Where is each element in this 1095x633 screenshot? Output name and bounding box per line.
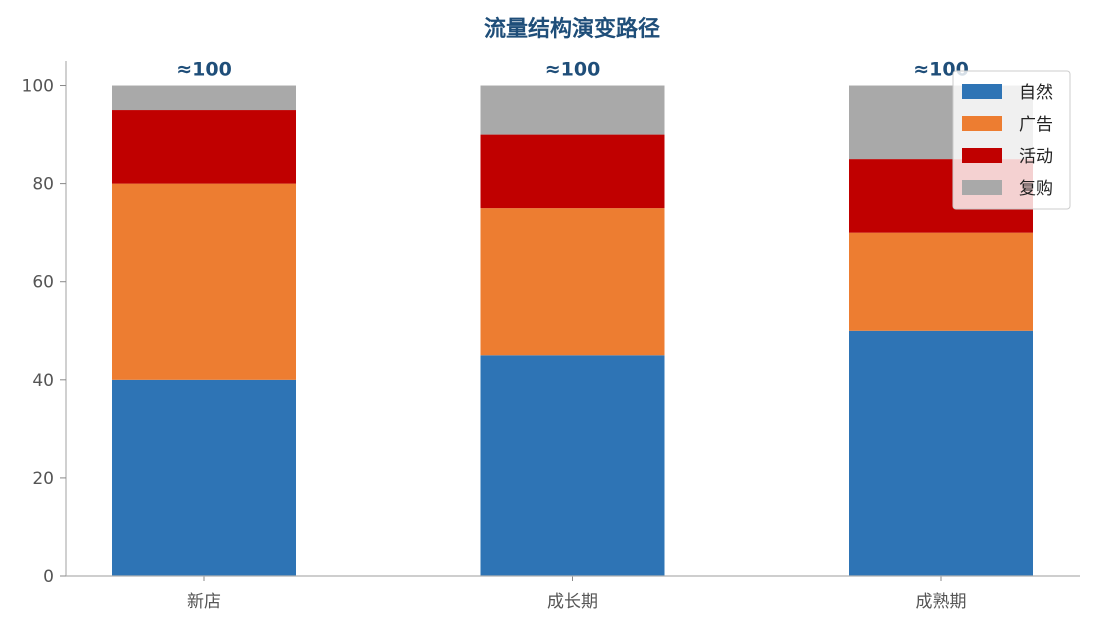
bar-segment-3-category-2 (480, 134, 665, 209)
y-tick-label: 0 (43, 567, 54, 587)
legend-label-2: 广告 (1019, 115, 1053, 135)
legend-label-1: 自然 (1019, 83, 1053, 103)
y-tick-label: 80 (32, 175, 54, 195)
x-tick-label: 成熟期 (916, 591, 967, 612)
bar-segment-1-category-2 (480, 355, 665, 576)
chart-title: 流量结构演变路径 (484, 16, 660, 42)
bar-segment-1-category-3 (849, 330, 1033, 576)
total-labels-layer: ≈100 ≈100 ≈100 (176, 59, 969, 81)
bar-segment-1-category-1 (112, 379, 296, 576)
y-tick-label: 40 (32, 371, 54, 391)
legend-box (952, 70, 1071, 210)
bar-segment-2-category-2 (480, 208, 665, 356)
axes-layer: 新店 成长期 成熟期 0 20 40 60 80 100 (22, 61, 1080, 612)
legend-label-4: 复购 (1019, 179, 1053, 199)
y-tick-label: 60 (32, 273, 54, 293)
y-tick-label: 20 (32, 469, 54, 489)
bar-segment-2-category-1 (112, 183, 296, 380)
total-label-category-2: ≈100 (545, 59, 601, 81)
bars-layer (112, 85, 1033, 576)
bar-segment-2-category-3 (849, 232, 1033, 331)
legend-swatch-4 (962, 180, 1002, 195)
total-label-category-1: ≈100 (176, 59, 232, 81)
legend-label-3: 活动 (1019, 147, 1053, 167)
legend-swatch-1 (962, 84, 1002, 99)
y-tick-label: 100 (22, 77, 54, 97)
x-tick-label: 新店 (187, 592, 221, 612)
bar-segment-4-category-1 (112, 85, 296, 111)
legend-swatch-3 (962, 148, 1002, 163)
x-tick-label: 成长期 (547, 592, 598, 612)
bar-segment-4-category-2 (480, 85, 665, 135)
legend-swatch-2 (962, 116, 1002, 131)
bar-segment-3-category-1 (112, 110, 296, 184)
